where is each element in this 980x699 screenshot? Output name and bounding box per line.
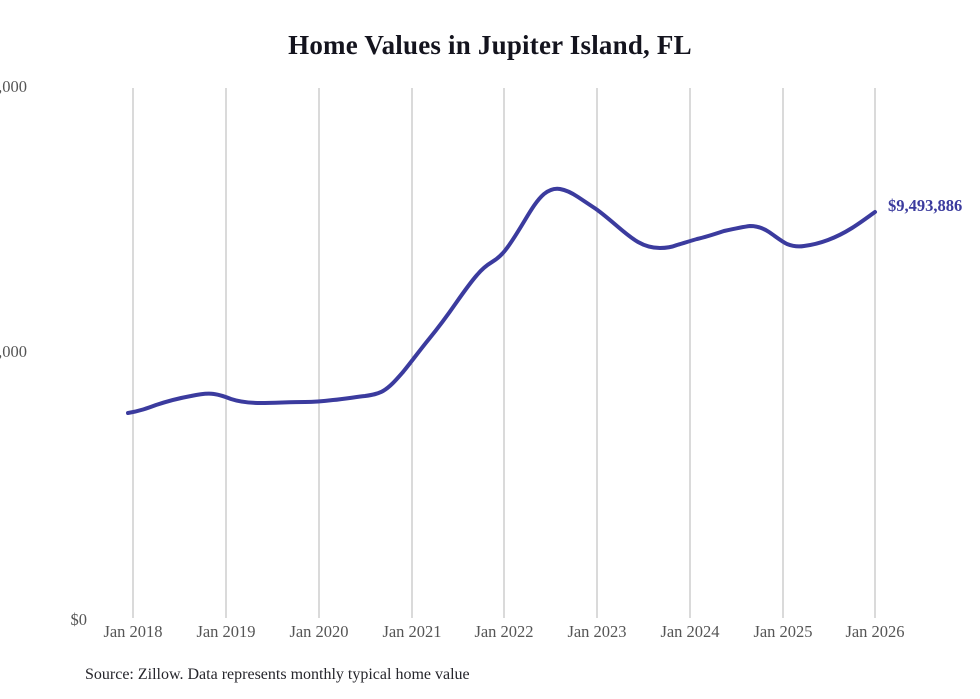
y-axis-tick-label-zero: $0 (70, 610, 88, 629)
home-value-line (126, 186, 877, 415)
end-value-annotation: $9,493,886 (888, 196, 963, 215)
x-axis-tick-label-jan-2023: Jan 2023 (567, 622, 627, 641)
vertical-gridlines (132, 88, 876, 618)
x-axis-tick-label-jan-2019: Jan 2019 (196, 622, 256, 641)
x-axis-tick-label-jan-2024: Jan 2024 (660, 622, 720, 641)
x-axis-tick-label-jan-2026: Jan 2026 (845, 622, 905, 641)
x-axis-tick-label-jan-2025: Jan 2025 (753, 622, 813, 641)
x-axis-tick-label-jan-2020: Jan 2020 (289, 622, 349, 641)
chart-title: Home Values in Jupiter Island, FL (288, 30, 692, 60)
source-note: Source: Zillow. Data represents monthly … (85, 666, 470, 683)
x-axis-tick-label-jan-2021: Jan 2021 (382, 622, 442, 641)
y-axis-tick-label-mid: $6,270,000 (0, 342, 27, 361)
y-axis-tick-label-max: $12,540,000 (0, 77, 27, 96)
x-axis-tick-label-jan-2018: Jan 2018 (103, 622, 163, 641)
x-axis-tick-label-jan-2022: Jan 2022 (474, 622, 534, 641)
